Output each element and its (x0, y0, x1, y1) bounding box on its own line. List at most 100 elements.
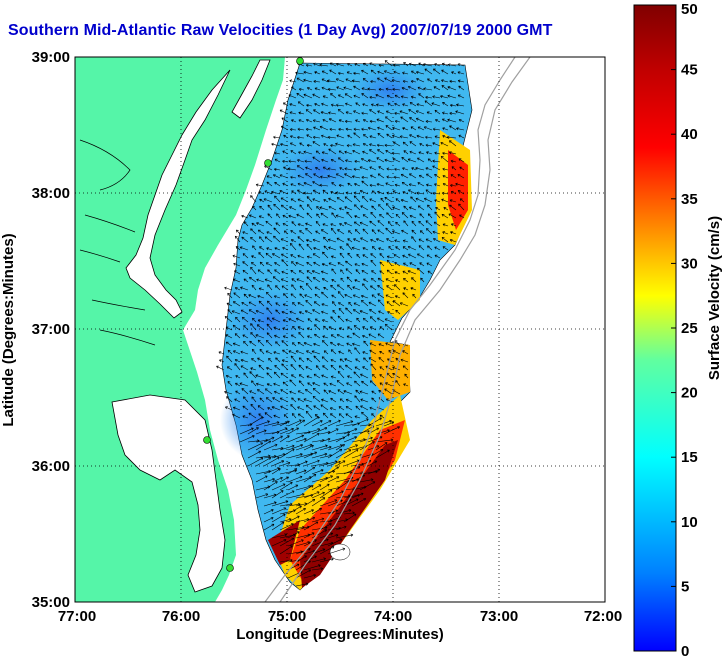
velocity-arrow (248, 301, 257, 307)
velocity-arrow (306, 87, 313, 91)
velocity-arrow (256, 222, 265, 227)
velocity-arrow (266, 372, 273, 379)
velocity-arrow (288, 318, 297, 323)
velocity-arrow (408, 206, 417, 211)
velocity-arrow (385, 342, 393, 347)
velocity-arrow (332, 301, 337, 307)
velocity-arrow (251, 348, 257, 355)
velocity-arrow (305, 127, 313, 132)
velocity-arrow (295, 443, 313, 451)
velocity-arrow (232, 413, 241, 419)
velocity-arrow (327, 167, 337, 171)
velocity-arrow (233, 292, 241, 299)
velocity-arrow (455, 110, 465, 115)
velocity-arrow (442, 102, 449, 107)
velocity-arrow (435, 207, 441, 211)
velocity-arrow (305, 283, 313, 291)
velocity-arrow (306, 262, 313, 267)
velocity-arrow (243, 278, 249, 283)
velocity-arrow (275, 357, 281, 363)
velocity-arrow (395, 380, 401, 387)
velocity-arrow (288, 94, 297, 99)
velocity-arrow (369, 198, 377, 203)
velocity-arrow (377, 299, 385, 307)
velocity-arrow (418, 245, 425, 251)
velocity-arrow (242, 405, 249, 411)
velocity-arrow (290, 230, 297, 235)
velocity-arrow (306, 375, 313, 379)
velocity-arrow (315, 365, 321, 371)
velocity-arrow (417, 267, 425, 275)
velocity-arrow (446, 135, 457, 139)
velocity-arrow (290, 270, 297, 275)
velocity-arrow (400, 198, 409, 203)
velocity-arrow (295, 555, 307, 563)
velocity-arrow (322, 251, 329, 259)
velocity-arrow (297, 302, 305, 307)
velocity-arrow (386, 167, 393, 171)
velocity-arrow (303, 78, 313, 83)
velocity-arrow (392, 230, 401, 235)
velocity-arrow (265, 262, 273, 267)
velocity-arrow (416, 78, 425, 83)
velocity-arrow (319, 460, 338, 467)
velocity-arrow (330, 375, 337, 379)
velocity-arrow (395, 214, 401, 219)
velocity-arrow (291, 374, 297, 379)
velocity-arrow (306, 134, 313, 139)
velocity-arrow (275, 309, 281, 315)
velocity-arrow (235, 246, 241, 251)
velocity-arrow (288, 214, 297, 219)
velocity-arrow (354, 415, 361, 419)
velocity-arrow (336, 86, 345, 91)
velocity-arrow (441, 198, 449, 203)
velocity-arrow (343, 436, 358, 443)
velocity-arrow (303, 444, 314, 451)
velocity-arrow (312, 253, 321, 259)
velocity-arrow (449, 204, 457, 211)
velocity-arrow (355, 389, 361, 395)
velocity-arrow (337, 284, 345, 291)
velocity-arrow (385, 150, 393, 155)
x-axis-label: Longitude (Degrees:Minutes) (236, 626, 444, 643)
velocity-arrow (271, 490, 284, 499)
velocity-arrow (369, 166, 377, 171)
velocity-arrow (418, 151, 425, 155)
velocity-arrow (353, 110, 361, 115)
velocity-arrow (383, 70, 393, 75)
velocity-arrow (314, 318, 321, 323)
velocity-arrow (289, 128, 297, 132)
velocity-arrow (272, 253, 281, 259)
velocity-arrow (377, 190, 385, 195)
velocity-arrow (425, 143, 433, 147)
velocity-arrow (296, 77, 305, 83)
velocity-arrow (371, 390, 377, 395)
velocity-arrow (377, 110, 385, 115)
velocity-arrow (314, 87, 321, 91)
velocity-arrow (432, 165, 441, 171)
velocity-arrow (291, 119, 297, 123)
velocity-arrow (275, 302, 281, 307)
velocity-arrow (271, 539, 287, 547)
velocity-arrow (304, 294, 313, 299)
velocity-arrow (259, 205, 265, 211)
velocity-arrow (447, 118, 457, 123)
velocity-arrow (338, 365, 345, 371)
velocity-arrow (337, 343, 345, 347)
velocity-arrow (298, 380, 305, 387)
velocity-arrow (224, 390, 233, 395)
velocity-arrow (353, 167, 361, 171)
velocity-arrow (295, 71, 305, 75)
velocity-arrow (240, 286, 249, 291)
velocity-arrow (232, 406, 241, 411)
velocity-arrow (297, 406, 305, 411)
velocity-arrow (457, 63, 465, 67)
y-tick-label: 37:00 (32, 321, 70, 338)
velocity-arrow (335, 142, 345, 147)
velocity-arrow (411, 220, 417, 227)
velocity-arrow (387, 102, 393, 107)
velocity-arrow (353, 85, 361, 91)
velocity-arrow (319, 430, 331, 435)
velocity-arrow (257, 295, 265, 299)
velocity-arrow (311, 508, 322, 515)
